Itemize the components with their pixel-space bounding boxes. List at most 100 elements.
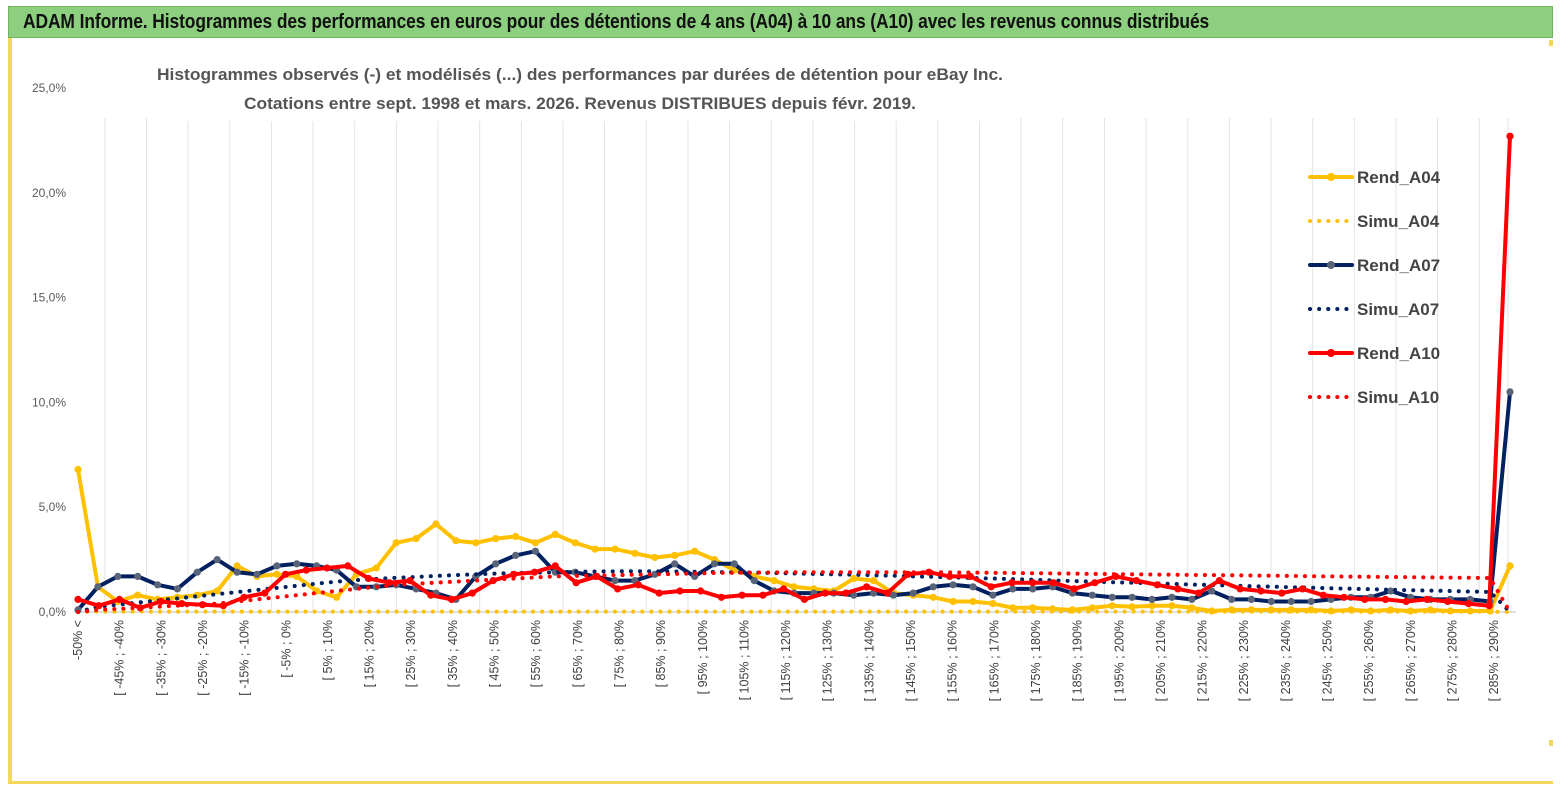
data-point-rend-a04 (591, 545, 599, 553)
x-tick-label: [ -5% ; 0% (279, 620, 293, 678)
data-point-rend-a07 (1287, 597, 1295, 606)
data-point-rend-a10 (1485, 602, 1493, 610)
data-point-rend-a04 (611, 545, 619, 553)
data-point-rend-a10 (883, 589, 892, 597)
series-line-simu-a10 (76, 570, 1512, 614)
data-point-rend-a10 (448, 595, 456, 604)
data-point-rend-a04 (631, 549, 639, 557)
series-lines (74, 132, 1514, 615)
y-tick-label: 0,0% (39, 605, 67, 619)
data-point-rend-a10 (1029, 579, 1037, 587)
data-point-rend-a04 (1168, 602, 1176, 610)
legend-marker (1327, 173, 1335, 181)
x-tick-label: [ 5% ; 10% (321, 620, 335, 680)
data-point-rend-a10 (1402, 597, 1410, 606)
data-point-rend-a04 (651, 553, 659, 562)
x-tick-label: [ 85% ; 90% (654, 620, 668, 687)
data-point-rend-a10 (800, 595, 809, 604)
x-tick-label: [ 175% ; 180% (1029, 620, 1043, 701)
data-point-rend-a07 (531, 547, 540, 555)
data-point-rend-a10 (863, 583, 871, 591)
legend: Rend_A04 Simu_A04 Rend_A07 Simu_A07 Rend_A10… (1308, 168, 1441, 407)
data-point-rend-a04 (233, 562, 241, 570)
data-point-rend-a07 (1128, 593, 1136, 601)
data-point-rend-a10 (1174, 585, 1182, 593)
data-point-rend-a04 (1128, 603, 1136, 611)
data-point-rend-a04 (949, 597, 957, 606)
data-point-rend-a10 (1195, 589, 1203, 597)
x-tick-label: [ 285% ; 290% (1487, 620, 1501, 701)
data-point-rend-a10 (1319, 591, 1327, 599)
data-point-rend-a07 (671, 560, 679, 568)
y-tick-label: 20,0% (32, 186, 66, 200)
x-tick-label: [ 155% ; 160% (946, 620, 960, 701)
data-point-rend-a04 (1506, 562, 1514, 570)
x-tick-label: [ 65% ; 70% (571, 620, 585, 687)
data-point-rend-a10 (1215, 577, 1223, 585)
x-tick-label: [ 135% ; 140% (862, 620, 876, 701)
data-point-rend-a10 (1008, 579, 1016, 587)
x-tick-label: [ 205% ; 210% (1154, 620, 1168, 701)
data-point-rend-a04 (213, 587, 221, 595)
data-point-rend-a10 (676, 587, 684, 595)
y-tick-label: 5,0% (39, 500, 67, 514)
x-tick-label: [ 75% ; 80% (612, 620, 626, 687)
data-point-rend-a04 (571, 539, 579, 547)
data-point-rend-a10 (780, 585, 788, 593)
data-point-rend-a07 (909, 589, 917, 597)
y-tick-label: 10,0% (32, 395, 66, 409)
data-point-rend-a10 (1257, 587, 1265, 595)
frame-bottom-border (8, 781, 1553, 784)
data-point-rend-a07 (293, 560, 301, 568)
data-point-rend-a04 (850, 574, 858, 583)
x-tick-label: [ 115% ; 120% (779, 620, 793, 700)
data-point-rend-a10 (302, 566, 310, 574)
data-point-rend-a04 (333, 593, 341, 601)
data-point-rend-a10 (697, 587, 705, 595)
data-point-rend-a10 (987, 583, 995, 591)
data-point-rend-a04 (492, 535, 500, 543)
x-tick-label: [ 145% ; 150% (904, 620, 918, 701)
data-point-rend-a04 (1009, 604, 1017, 612)
data-point-rend-a04 (551, 530, 559, 539)
x-tick-label: [ 235% ; 240% (1279, 620, 1293, 701)
data-point-rend-a10 (966, 572, 975, 581)
data-point-rend-a07 (1307, 597, 1315, 606)
x-tick-label: -50% < (71, 620, 85, 660)
x-tick-label: [ 15% ; 20% (363, 620, 377, 687)
x-tick-label: [ 245% ; 250% (1321, 620, 1335, 701)
data-point-rend-a10 (655, 589, 663, 597)
data-point-rend-a10 (572, 579, 580, 587)
chart-title-background (148, 55, 1018, 121)
data-point-rend-a07 (273, 562, 281, 570)
legend-label: Rend_A04 (1357, 168, 1441, 187)
x-tick-label: [ -45% ; -40% (113, 620, 127, 696)
data-point-rend-a10 (344, 562, 352, 570)
data-point-rend-a04 (293, 572, 301, 581)
data-point-rend-a07 (114, 572, 122, 581)
report-banner: ADAM Informe. Histogrammes des performan… (8, 6, 1553, 38)
data-point-rend-a10 (1070, 585, 1078, 593)
x-tick-label: [ 195% ; 200% (1112, 620, 1126, 701)
legend-label: Simu_A10 (1357, 388, 1439, 407)
data-point-rend-a04 (969, 597, 977, 606)
data-point-rend-a10 (157, 597, 165, 606)
data-point-rend-a07 (94, 583, 102, 591)
x-tick-label: [ 25% ; 30% (404, 620, 418, 687)
chart-title: Histogrammes observés (-) et modélisés (… (157, 65, 1003, 84)
x-tick-label: [ 45% ; 50% (488, 620, 502, 687)
data-point-rend-a04 (1148, 602, 1156, 610)
data-point-rend-a07 (1208, 587, 1216, 595)
data-point-rend-a04 (1088, 604, 1096, 612)
x-tick-label: [ 55% ; 60% (529, 620, 543, 687)
data-point-rend-a04 (452, 537, 460, 545)
data-point-rend-a04 (790, 583, 798, 591)
data-point-rend-a07 (1267, 597, 1275, 606)
data-point-rend-a10 (614, 585, 622, 593)
data-point-rend-a04 (134, 591, 142, 599)
data-point-rend-a07 (1029, 585, 1037, 593)
legend-marker (1327, 261, 1335, 269)
data-point-rend-a04 (432, 520, 440, 528)
data-point-rend-a10 (510, 570, 518, 578)
